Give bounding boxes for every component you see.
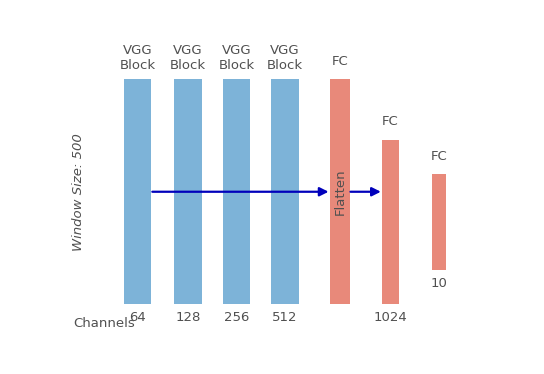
Bar (431, 174, 447, 270)
Text: VGG
Block: VGG Block (267, 44, 303, 72)
Text: FC: FC (382, 116, 399, 128)
Text: VGG
Block: VGG Block (170, 44, 206, 72)
Text: 10: 10 (430, 277, 448, 290)
Text: Window Size: 500: Window Size: 500 (72, 133, 85, 251)
Text: 1024: 1024 (374, 311, 407, 324)
Text: FC: FC (331, 55, 348, 68)
Bar (223, 79, 250, 304)
Text: Channels: Channels (73, 317, 135, 330)
Text: FC: FC (431, 150, 447, 163)
Text: VGG
Block: VGG Block (120, 44, 156, 72)
Bar (382, 140, 399, 304)
Bar (124, 79, 151, 304)
Text: 128: 128 (176, 311, 201, 324)
Bar (271, 79, 299, 304)
Text: 64: 64 (129, 311, 146, 324)
Text: 256: 256 (224, 311, 249, 324)
Text: VGG
Block: VGG Block (219, 44, 255, 72)
Text: 512: 512 (273, 311, 298, 324)
Bar (175, 79, 202, 304)
Text: Flatten: Flatten (333, 168, 347, 215)
Bar (330, 79, 350, 304)
